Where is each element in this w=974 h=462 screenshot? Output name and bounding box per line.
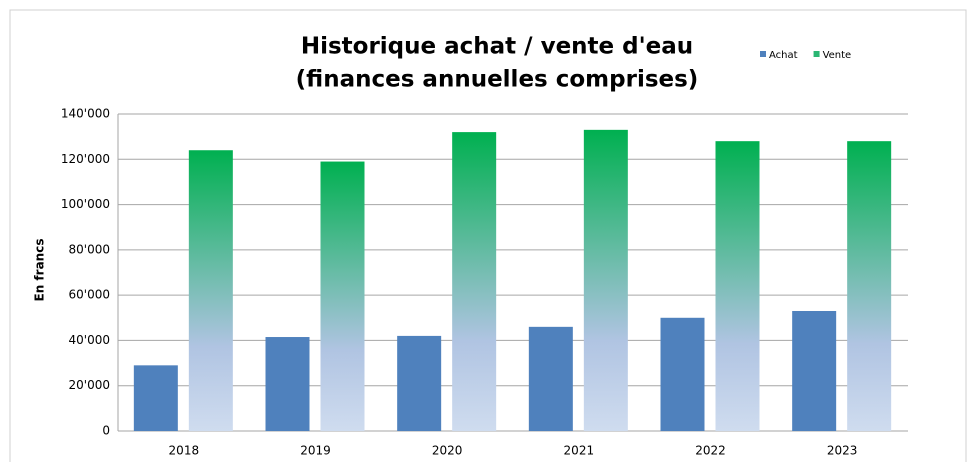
chart-title: Historique achat / vente d'eau [301, 34, 693, 60]
bar [792, 310, 837, 431]
y-tick-label: 40'000 [69, 333, 110, 347]
bar [452, 132, 497, 431]
y-tick-label: 140'000 [61, 107, 110, 121]
x-tick-label: 2019 [300, 444, 331, 458]
bar [583, 129, 628, 431]
bar [188, 150, 233, 431]
y-tick-label: 100'000 [61, 197, 110, 211]
bar [528, 326, 573, 431]
y-tick-label: 0 [102, 424, 110, 438]
y-axis-label: En francs [33, 239, 47, 302]
y-tick-label: 60'000 [69, 288, 110, 302]
legend-label: Vente [823, 50, 852, 61]
legend-label: Achat [769, 50, 798, 61]
x-tick-label: 2022 [695, 444, 726, 458]
x-tick-label: 2020 [432, 444, 463, 458]
bar [847, 141, 892, 431]
bar [133, 365, 178, 431]
bar [660, 317, 705, 431]
chart-frame [9, 9, 967, 462]
x-tick-label: 2018 [169, 444, 200, 458]
bar [320, 161, 365, 432]
bar [397, 335, 442, 431]
bar [715, 141, 760, 431]
y-tick-label: 20'000 [69, 378, 110, 392]
y-tick-label: 120'000 [61, 152, 110, 166]
y-tick-label: 80'000 [69, 242, 110, 256]
bar [265, 337, 310, 431]
chart-subtitle: (finances annuelles comprises) [296, 67, 699, 93]
legend-swatch [760, 51, 766, 57]
x-tick-label: 2023 [827, 444, 858, 458]
x-tick-label: 2021 [564, 444, 595, 458]
legend-swatch [813, 51, 820, 57]
